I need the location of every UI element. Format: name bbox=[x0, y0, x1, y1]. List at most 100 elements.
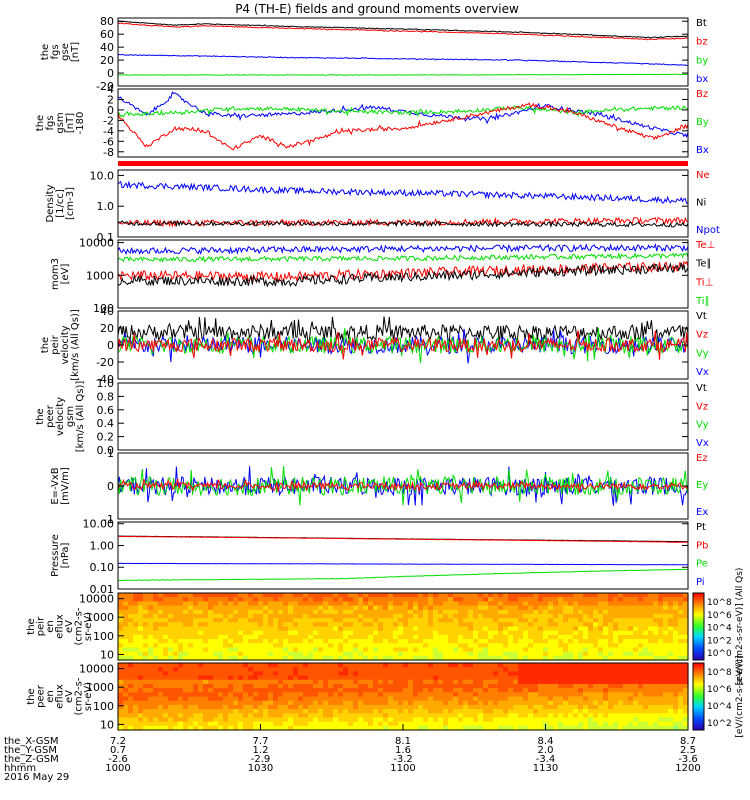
y-tick-label: 0.4 bbox=[97, 417, 115, 430]
spectrogram-cell bbox=[528, 622, 534, 628]
spectrogram-cell bbox=[173, 597, 179, 602]
spectrogram-cell bbox=[663, 655, 669, 661]
spectrogram-cell bbox=[393, 700, 399, 706]
spectrogram-cell bbox=[533, 651, 539, 657]
spectrogram-cell bbox=[673, 647, 679, 653]
spectrogram-cell bbox=[298, 597, 304, 602]
spectrogram-cell bbox=[478, 692, 484, 698]
spectrogram-cell bbox=[263, 675, 269, 681]
spectrogram-cell bbox=[143, 626, 149, 632]
spectrogram-cell bbox=[203, 618, 209, 623]
spectrogram-cell bbox=[228, 655, 234, 661]
spectrogram-cell bbox=[373, 618, 379, 623]
spectrogram-cell bbox=[308, 639, 314, 644]
spectrogram-cell bbox=[278, 622, 284, 628]
y-axis-label-line: the bbox=[26, 688, 37, 704]
spectrogram-cell bbox=[468, 675, 474, 681]
spectrogram-cell bbox=[173, 643, 179, 649]
spectrogram-cell bbox=[318, 696, 324, 702]
spectrogram-cell bbox=[518, 709, 524, 714]
spectrogram-cell bbox=[333, 704, 339, 710]
spectrogram-cell bbox=[648, 688, 654, 693]
spectrogram-cell bbox=[128, 639, 134, 644]
spectrogram-cell bbox=[383, 713, 389, 719]
legend-label: Vz bbox=[696, 401, 708, 412]
spectrogram-cell bbox=[358, 639, 364, 644]
spectrogram-cell bbox=[253, 675, 259, 681]
spectrogram-cell bbox=[558, 593, 564, 598]
spectrogram-cell bbox=[503, 618, 509, 623]
spectrogram-cell bbox=[338, 725, 344, 731]
spectrogram-cell bbox=[683, 601, 689, 607]
spectrogram-cell bbox=[468, 630, 474, 636]
y-axis-label-line: [1/cc] bbox=[55, 189, 66, 218]
spectrogram-cell bbox=[678, 639, 684, 644]
spectrogram-cell bbox=[438, 704, 444, 710]
spectrogram-cell bbox=[338, 626, 344, 632]
spectrogram-cell bbox=[603, 630, 609, 636]
spectrogram-cell bbox=[643, 647, 649, 653]
spectrogram-cell bbox=[378, 605, 384, 611]
spectrogram-cell bbox=[538, 622, 544, 628]
spectrogram-cell bbox=[353, 725, 359, 731]
y-axis-label-line: fgs bbox=[50, 44, 61, 59]
spectrogram-cell bbox=[483, 647, 489, 653]
spectrogram-cell bbox=[573, 609, 579, 615]
spectrogram-cell bbox=[383, 700, 389, 706]
spectrogram-cell bbox=[558, 671, 564, 677]
spectrogram-cell bbox=[288, 626, 294, 632]
spectrogram-cell bbox=[258, 704, 264, 710]
spectrogram-cell bbox=[198, 709, 204, 714]
spectrogram-cell bbox=[143, 683, 149, 689]
y-axis-label-line: [nT] bbox=[65, 113, 76, 133]
spectrogram-cell bbox=[523, 667, 529, 672]
spectrogram-cell bbox=[623, 639, 629, 644]
y-axis-label-line: [nPa] bbox=[60, 542, 71, 568]
spectrogram-cell bbox=[443, 704, 449, 710]
spectrogram-cell bbox=[343, 700, 349, 706]
spectrogram-cell bbox=[208, 651, 214, 657]
spectrogram-cell bbox=[268, 613, 274, 619]
spectrogram-cell bbox=[638, 597, 644, 602]
spectrogram-cell bbox=[218, 704, 224, 710]
y-axis-label-line: E=-VxB bbox=[50, 467, 61, 504]
spectrogram-cell bbox=[258, 597, 264, 602]
spectrogram-cell bbox=[618, 683, 624, 689]
spectrogram-cell bbox=[538, 696, 544, 702]
spectrogram-cell bbox=[248, 618, 254, 623]
spectrogram-cell bbox=[118, 671, 124, 677]
spectrogram-cell bbox=[343, 704, 349, 710]
spectrogram-cell bbox=[413, 618, 419, 623]
spectrogram-cell bbox=[293, 622, 299, 628]
spectrogram-cell bbox=[418, 647, 424, 653]
spectrogram-cell bbox=[433, 634, 439, 640]
spectrogram-cell bbox=[633, 675, 639, 681]
spectrogram-cell bbox=[188, 679, 194, 685]
spectrogram-cell bbox=[423, 713, 429, 719]
spectrogram-cell bbox=[143, 634, 149, 640]
spectrogram-cell bbox=[218, 713, 224, 719]
spectrogram-cell bbox=[678, 667, 684, 672]
spectrogram-cell bbox=[488, 688, 494, 693]
spectrogram-cell bbox=[673, 605, 679, 611]
spectrogram-cell bbox=[373, 717, 379, 723]
spectrogram-cell bbox=[348, 675, 354, 681]
spectrogram-cell bbox=[223, 601, 229, 607]
spectrogram-cell bbox=[398, 667, 404, 672]
spectrogram-cell bbox=[198, 700, 204, 706]
spectrogram-cell bbox=[328, 683, 334, 689]
spectrogram-cell bbox=[143, 639, 149, 644]
spectrogram-cell bbox=[393, 647, 399, 653]
spectrogram-cell bbox=[403, 634, 409, 640]
spectrogram-cell bbox=[283, 605, 289, 611]
spectrogram-cell bbox=[343, 613, 349, 619]
spectrogram-cell bbox=[483, 597, 489, 602]
spectrogram-cell bbox=[488, 593, 494, 598]
spectrogram-cell bbox=[633, 630, 639, 636]
spectrogram-cell bbox=[473, 667, 479, 672]
spectrogram-cell bbox=[278, 709, 284, 714]
spectrogram-cell bbox=[373, 671, 379, 677]
spectrogram-cell bbox=[598, 613, 604, 619]
spectrogram-cell bbox=[233, 626, 239, 632]
spectrogram-cell bbox=[218, 605, 224, 611]
